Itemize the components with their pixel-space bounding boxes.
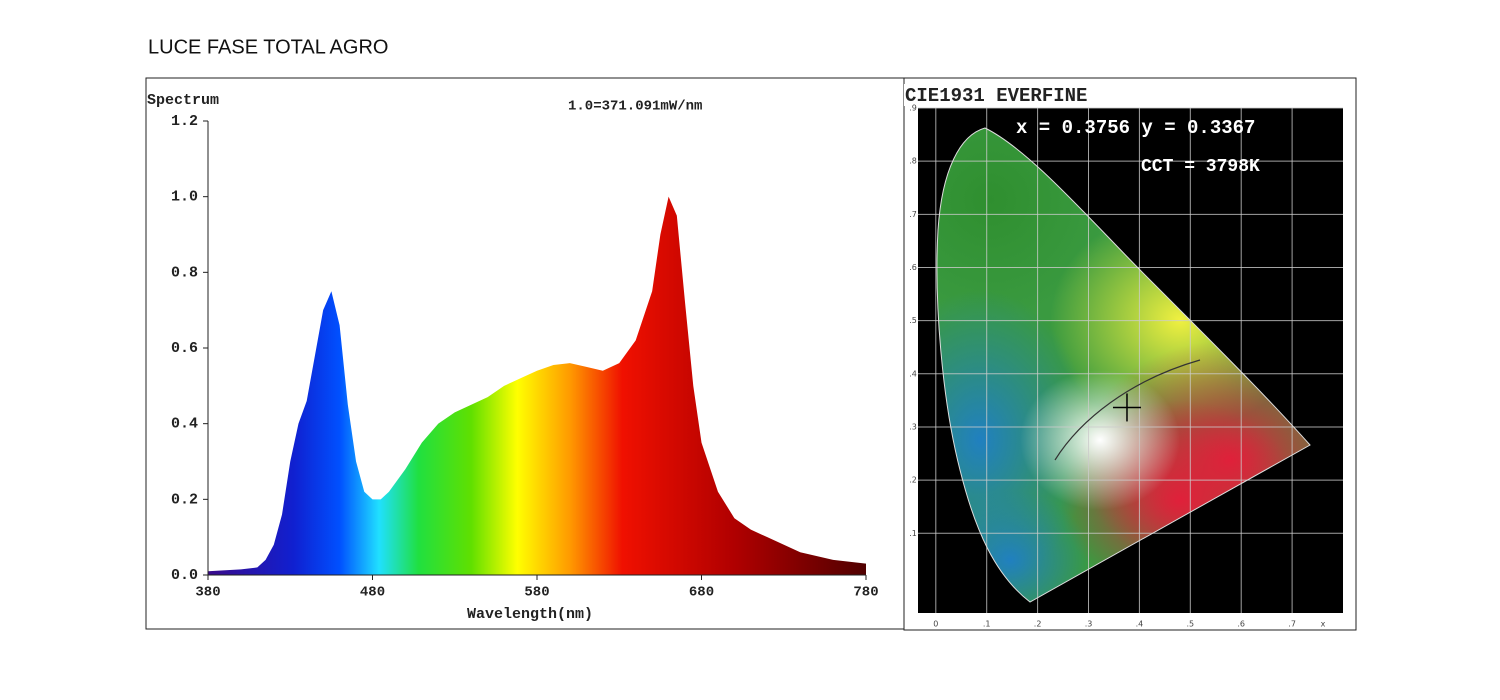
y-tick-label: 0.2 — [171, 491, 198, 508]
y-tick-label: .8 — [909, 157, 917, 166]
y-tick-label: 1.0 — [171, 189, 198, 206]
cie-coordinates: x = 0.3756 y = 0.3367 — [1016, 117, 1255, 139]
y-tick-label: 0.8 — [171, 264, 198, 281]
y-tick-label: .5 — [909, 316, 917, 325]
cie-grid — [918, 107, 1343, 613]
spectral-locus — [936, 127, 1311, 603]
x-tick-label: .2 — [1034, 620, 1042, 629]
y-tick-label: 0.0 — [171, 567, 198, 584]
x-tick-label: 780 — [853, 585, 878, 601]
y-tick-label: .7 — [909, 210, 917, 219]
page-title: LUCE FASE TOTAL AGRO — [148, 36, 388, 58]
cie-title-bg — [904, 84, 1137, 106]
x-tick-label: .3 — [1085, 620, 1093, 629]
x-tick-label: .7 — [1288, 620, 1296, 629]
x-axis-label: Wavelength(nm) — [467, 606, 593, 623]
x-tick-label: .4 — [1136, 620, 1144, 629]
x-tick-label: 680 — [689, 585, 714, 601]
y-tick-label: .3 — [909, 422, 917, 431]
y-tick-label: .2 — [909, 476, 917, 485]
y-tick-label: .9 — [909, 104, 917, 113]
x-tick-label: .6 — [1237, 620, 1245, 629]
x-tick-label: 480 — [360, 585, 385, 601]
cie-cct: CCT = 3798K — [1141, 157, 1260, 177]
x-axis-label: x — [1321, 620, 1326, 629]
y-tick-label: 0.6 — [171, 340, 198, 357]
x-tick-label: .5 — [1186, 620, 1194, 629]
y-axis-label: Spectrum — [147, 92, 219, 109]
x-tick-label: .1 — [983, 620, 991, 629]
planckian-locus — [1054, 359, 1201, 461]
y-tick-label: .1 — [909, 529, 917, 538]
y-tick-label: 1.2 — [171, 113, 198, 130]
cie-title: CIE1931 EVERFINE — [905, 85, 1087, 107]
y-tick-label: 0.4 — [171, 416, 198, 433]
y-tick-label: .4 — [909, 369, 917, 378]
x-tick-label: 380 — [195, 585, 220, 601]
y-tick-label: .6 — [909, 263, 917, 272]
spectrum-area — [208, 196, 866, 575]
annotation: 1.0=371.091mW/nm — [568, 99, 702, 115]
x-tick-label: 0 — [933, 620, 938, 629]
x-tick-label: 580 — [524, 585, 549, 601]
